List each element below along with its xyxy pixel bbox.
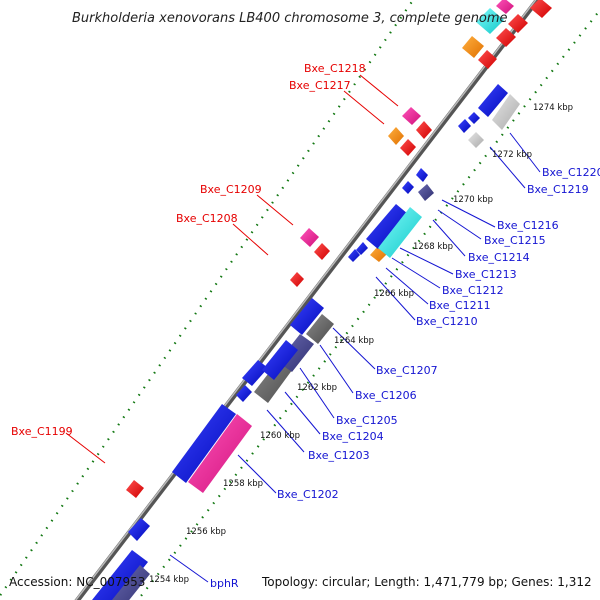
gene-bxe-c1207[interactable] xyxy=(262,340,298,380)
gene-label[interactable]: Bxe_C1214 xyxy=(468,251,530,264)
gene-bxe-c1217b[interactable] xyxy=(400,139,416,156)
gene-bxe-c1218[interactable] xyxy=(402,107,421,125)
gene-label[interactable]: Bxe_C1199 xyxy=(11,425,73,438)
gene-bxe-c1214[interactable] xyxy=(378,207,422,258)
gene-label[interactable]: Bxe_C1211 xyxy=(429,299,491,312)
scale-label: 1274 kbp xyxy=(533,103,573,113)
gene-feature[interactable] xyxy=(128,518,150,541)
gene-bxe-c1209[interactable] xyxy=(300,228,319,247)
gene-feature[interactable] xyxy=(508,14,528,33)
right-gene-labels: Bxe_C1220 Bxe_C1219 Bxe_C1216 Bxe_C1215 … xyxy=(210,166,600,590)
gene-label[interactable]: Bxe_C1208 xyxy=(176,212,238,225)
gene-bphR-shadow xyxy=(112,565,150,600)
scale-label: 1268 kbp xyxy=(413,242,453,252)
gene-label[interactable]: Bxe_C1213 xyxy=(455,268,517,281)
scale-label: 1260 kbp xyxy=(260,431,300,441)
gene-label[interactable]: Bxe_C1212 xyxy=(442,284,504,297)
gene-bxe-c1199[interactable] xyxy=(126,480,144,498)
chromosome-backbone-highlight xyxy=(74,0,537,600)
gene-label[interactable]: Bxe_C1209 xyxy=(200,183,262,196)
chromosome-backbone xyxy=(74,0,541,600)
scale-label: 1264 kbp xyxy=(334,336,374,346)
scale-label: 1262 kbp xyxy=(297,383,337,393)
gene-feature[interactable] xyxy=(496,0,514,14)
gene-feature[interactable] xyxy=(462,36,484,58)
gene-label[interactable]: Bxe_C1220 xyxy=(542,166,600,179)
accession-text: Accession: NC_007953 xyxy=(9,575,145,589)
gene-feature[interactable] xyxy=(496,28,516,47)
gene-bxe-c1219b[interactable] xyxy=(468,132,484,148)
scale-label: 1256 kbp xyxy=(186,527,226,537)
gene-bxe-c1216[interactable] xyxy=(418,184,434,201)
gene-bxe-c1217[interactable] xyxy=(388,127,404,145)
gene-feature[interactable] xyxy=(530,0,552,18)
gene-bxe-c1207b[interactable] xyxy=(290,298,324,335)
gene-label[interactable]: Bxe_C1202 xyxy=(277,488,339,501)
gene-label[interactable]: Bxe_C1205 xyxy=(336,414,398,427)
gene-label[interactable]: Bxe_C1204 xyxy=(322,430,384,443)
gene-bxe-c1203[interactable] xyxy=(172,404,236,483)
genes-left-strand xyxy=(126,0,552,498)
gene-bxe-c1209b[interactable] xyxy=(314,243,330,260)
gene-bxe-c1213[interactable] xyxy=(366,204,408,249)
gc-track-right xyxy=(136,9,600,600)
gene-bxe-c1204[interactable] xyxy=(236,385,252,402)
gene-bxe-c1212[interactable] xyxy=(356,242,368,255)
gene-feature[interactable] xyxy=(468,112,480,124)
gene-feature[interactable] xyxy=(478,50,497,69)
left-gene-labels: Bxe_C1218 Bxe_C1217 Bxe_C1209 Bxe_C1208 … xyxy=(11,62,366,438)
gene-bxe-c1220[interactable] xyxy=(478,84,508,117)
gene-bxe-c1207c[interactable] xyxy=(306,314,334,344)
gene-bxe-c1202[interactable] xyxy=(188,414,252,493)
gene-bxe-c1206b[interactable] xyxy=(242,360,268,386)
gc-track-left xyxy=(0,0,415,598)
gene-bxe-c1219[interactable] xyxy=(458,119,471,133)
gene-label[interactable]: Bxe_C1203 xyxy=(308,449,370,462)
gene-label[interactable]: bphR xyxy=(210,577,239,590)
scale-label: 1266 kbp xyxy=(374,289,414,299)
scale-label: 1270 kbp xyxy=(453,195,493,205)
gene-label[interactable]: Bxe_C1215 xyxy=(484,234,546,247)
scale-labels: 1254 kbp 1256 kbp 1258 kbp 1260 kbp 1262… xyxy=(149,103,573,585)
gene-bxe-c1208[interactable] xyxy=(290,272,304,287)
gene-label[interactable]: Bxe_C1219 xyxy=(527,183,589,196)
gene-bphR[interactable] xyxy=(92,550,148,600)
genes-right-strand xyxy=(92,84,520,600)
gene-bxe-c1218b[interactable] xyxy=(416,121,432,139)
scale-label: 1272 kbp xyxy=(492,150,532,160)
scale-label: 1258 kbp xyxy=(223,479,263,489)
gene-bxe-c1220b[interactable] xyxy=(492,94,520,130)
gene-label[interactable]: Bxe_C1206 xyxy=(355,389,417,402)
gene-label[interactable]: Bxe_C1217 xyxy=(289,79,351,92)
gene-label[interactable]: Bxe_C1218 xyxy=(304,62,366,75)
scale-label: 1254 kbp xyxy=(149,575,189,585)
gene-bxe-c1211[interactable] xyxy=(348,249,360,262)
gene-bxe-c1216b[interactable] xyxy=(416,168,428,182)
gene-feature[interactable] xyxy=(476,8,504,34)
topology-text: Topology: circular; Length: 1,471,779 bp… xyxy=(261,575,592,589)
gene-bxe-c1215[interactable] xyxy=(402,181,414,194)
gene-label[interactable]: Bxe_C1216 xyxy=(497,219,559,232)
leader-lines xyxy=(65,74,541,583)
gene-label[interactable]: Bxe_C1210 xyxy=(416,315,478,328)
map-title: Burkholderia xenovorans LB400 chromosome… xyxy=(72,11,508,26)
gene-label[interactable]: Bxe_C1207 xyxy=(376,364,438,377)
